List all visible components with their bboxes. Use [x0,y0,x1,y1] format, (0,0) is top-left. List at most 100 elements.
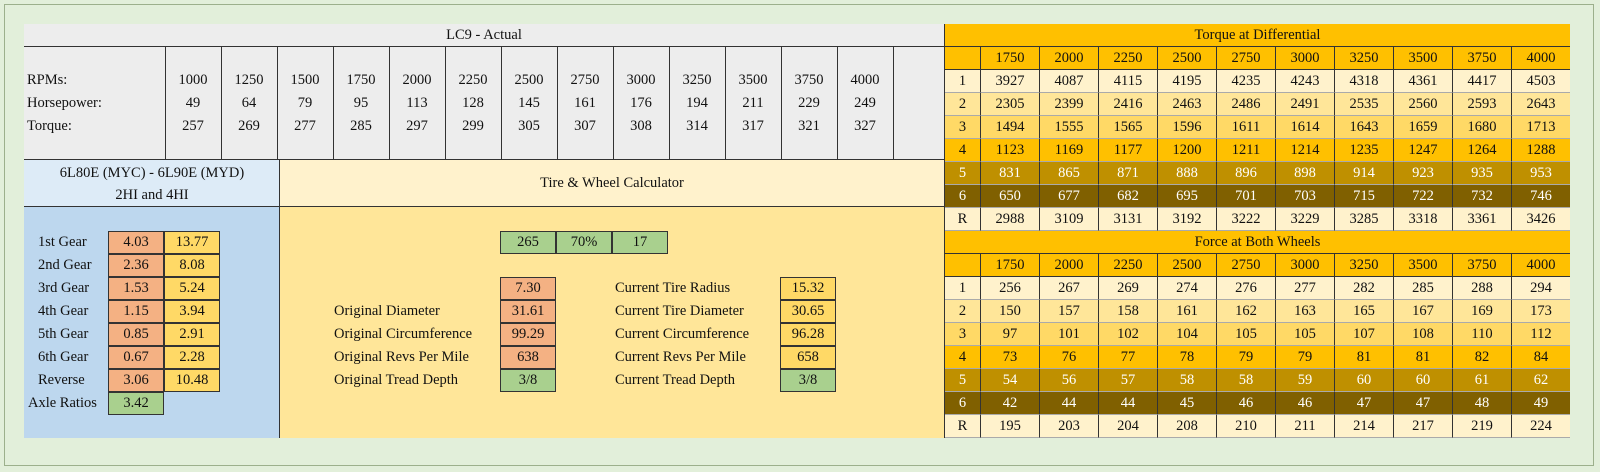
frame [4,4,1594,466]
engine-cell: 321 [798,118,820,134]
rpm-header: 3250 [1334,254,1393,277]
value-cell: 1611 [1216,116,1275,139]
gear-ratio: 4.03 [108,231,164,254]
gear-label: 4th Gear [38,303,89,319]
rpm-header: 2750 [1216,47,1275,70]
value-cell: 650 [980,185,1039,208]
current-value: 658 [780,346,836,369]
engine-cell: 113 [406,95,428,111]
gear-cell: 5 [945,162,980,185]
column-line [557,47,558,160]
value-cell: 173 [1511,300,1570,323]
current-label: Current Tire Diameter [615,303,744,319]
engine-row-label: Torque: [27,118,72,134]
engine-cell: 2250 [458,72,488,88]
engine-cell: 128 [462,95,484,111]
transmission-title: 6L80E (MYC) - 6L90E (MYD) [59,164,245,181]
value-cell: 62 [1511,369,1570,392]
value-cell: 1643 [1334,116,1393,139]
column-line [893,47,894,160]
value-cell: 953 [1511,162,1570,185]
rpm-header: 1750 [980,47,1039,70]
value-cell: 1214 [1275,139,1334,162]
value-cell: 282 [1334,277,1393,300]
engine-cell: 327 [854,118,876,134]
engine-cell: 145 [518,95,540,111]
engine-cell: 211 [742,95,764,111]
original-value: 3/8 [500,369,556,392]
rpm-header: 2750 [1216,254,1275,277]
value-cell: 203 [1039,415,1098,438]
value-cell: 60 [1393,369,1452,392]
value-cell: 102 [1098,323,1157,346]
value-cell: 914 [1334,162,1393,185]
axle-label: Axle Ratios [28,395,97,411]
gear-value: 8.08 [164,254,220,277]
rpm-header: 4000 [1511,47,1570,70]
value-cell: 2491 [1275,93,1334,116]
engine-cell: 49 [185,95,201,111]
value-cell: 112 [1511,323,1570,346]
value-cell: 110 [1452,323,1511,346]
engine-cell: 308 [630,118,652,134]
value-cell: 217 [1393,415,1452,438]
engine-cell: 2750 [570,72,600,88]
tire-input: 70% [556,231,612,254]
engine-cell: 3500 [738,72,768,88]
engine-cell: 257 [182,118,204,134]
value-cell: 701 [1216,185,1275,208]
column-line [501,47,502,160]
gear-cell: 3 [945,116,980,139]
rpm-header: 2250 [1098,254,1157,277]
gear-cell: 5 [945,369,980,392]
value-cell: 44 [1039,392,1098,415]
gear-value: 10.48 [164,369,220,392]
engine-cell: 285 [350,118,372,134]
gear-ratio: 1.53 [108,277,164,300]
column-line [669,47,670,160]
value-cell: 871 [1098,162,1157,185]
column-line [221,47,222,160]
value-cell: 157 [1039,300,1098,323]
table-title: Force at Both Wheels [945,231,1570,254]
tire-input: 265 [500,231,556,254]
rpm-header: 3000 [1275,47,1334,70]
engine-cell: 2000 [402,72,432,88]
current-label: Current Tire Radius [615,280,731,296]
column-line [837,47,838,160]
value-cell: 161 [1157,300,1216,323]
gear-label: Reverse [38,372,85,388]
value-cell: 1659 [1393,116,1452,139]
value-cell: 81 [1334,346,1393,369]
value-cell: 1211 [1216,139,1275,162]
gear-label: 6th Gear [38,349,89,365]
value-cell: 61 [1452,369,1511,392]
value-cell: 58 [1216,369,1275,392]
value-cell: 274 [1157,277,1216,300]
value-cell: 888 [1157,162,1216,185]
engine-cell: 64 [241,95,257,111]
value-cell: 101 [1039,323,1098,346]
value-cell: 97 [980,323,1039,346]
column-line [165,47,166,160]
engine-cell: 1000 [178,72,208,88]
rpm-header: 3000 [1275,254,1334,277]
gear-ratio: 0.85 [108,323,164,346]
value-cell: 4361 [1393,70,1452,93]
gear-ratio: 3.06 [108,369,164,392]
value-cell: 4235 [1216,70,1275,93]
value-cell: 48 [1452,392,1511,415]
value-cell: 77 [1098,346,1157,369]
value-cell: 45 [1157,392,1216,415]
value-cell: 104 [1157,323,1216,346]
rpm-header: 3500 [1393,47,1452,70]
value-cell: 896 [1216,162,1275,185]
rpm-header: 2000 [1039,47,1098,70]
value-cell: 60 [1334,369,1393,392]
value-cell: 1565 [1098,116,1157,139]
gear-cell: 1 [945,277,980,300]
value-cell: 722 [1393,185,1452,208]
value-cell: 3222 [1216,208,1275,231]
transmission-header [24,160,280,207]
